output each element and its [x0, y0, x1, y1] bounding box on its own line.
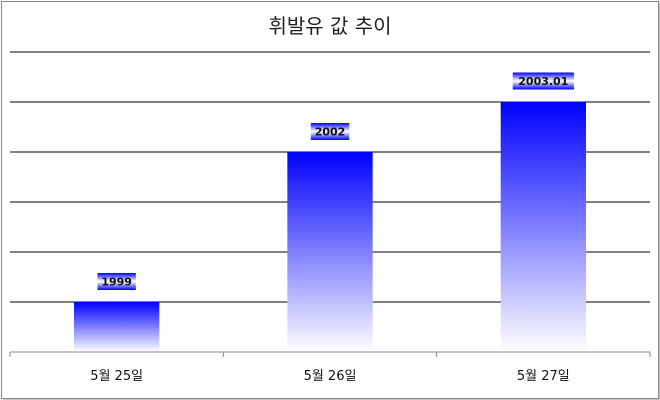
chart-title: 휘발유 값 추이: [268, 14, 392, 38]
data-label-text: 2003.01: [518, 75, 568, 88]
data-label-text: 2002: [315, 126, 346, 139]
x-tick-label: 5월 27일: [517, 369, 570, 384]
bars: [74, 101, 586, 352]
data-label: 2002: [310, 123, 350, 140]
x-tick-label: 5월 26일: [304, 369, 357, 384]
data-label: 2003.01: [512, 72, 574, 90]
bar: [500, 101, 586, 352]
data-label-box: [310, 123, 350, 140]
data-label-box: [97, 273, 136, 290]
x-tick-label: 5월 25일: [90, 369, 143, 384]
data-label-box: [512, 72, 574, 90]
bar: [287, 152, 373, 352]
bar: [74, 302, 160, 352]
data-label: 1999: [97, 273, 136, 290]
data-labels: 1999 2002 2003.01: [97, 72, 574, 290]
data-label-text: 1999: [101, 276, 132, 289]
x-axis: 5월 25일 5월 26일 5월 27일: [9, 351, 651, 384]
